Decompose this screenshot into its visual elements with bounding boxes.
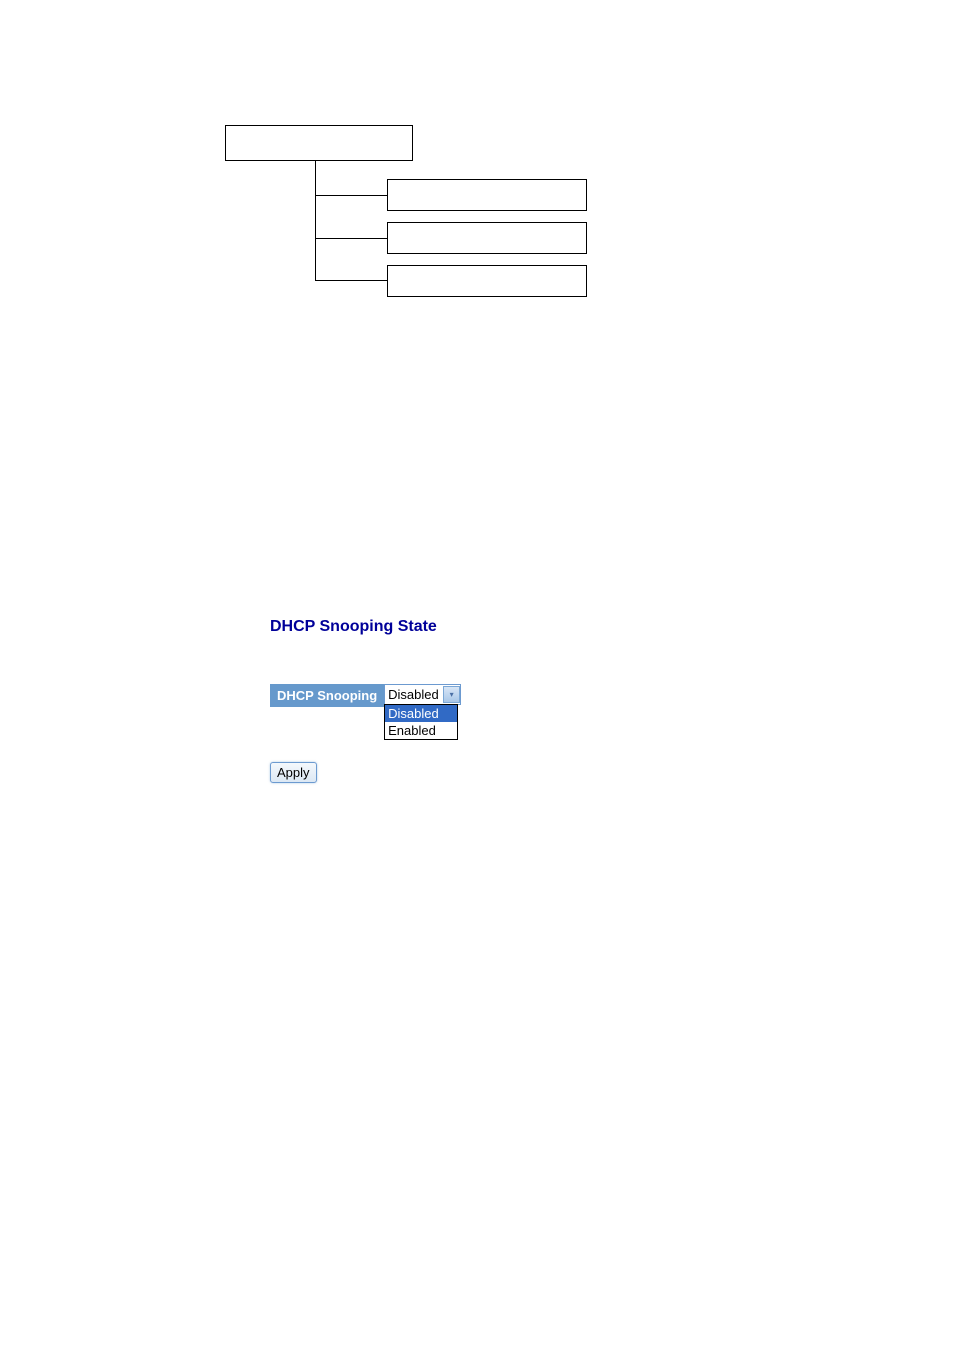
apply-button[interactable]: Apply — [270, 762, 317, 783]
chevron-down-icon: ▾ — [443, 686, 460, 703]
dropdown-option-disabled[interactable]: Disabled — [385, 705, 457, 722]
connector-h2 — [315, 238, 387, 239]
select-value: Disabled — [388, 687, 439, 702]
dhcp-snooping-dropdown: Disabled Enabled — [384, 704, 458, 740]
dhcp-snooping-select[interactable]: Disabled ▾ — [384, 684, 461, 705]
diagram-child-3 — [387, 265, 587, 297]
connector-vertical — [315, 160, 316, 280]
dhcp-snooping-label: DHCP Snooping — [270, 684, 384, 707]
connector-h1 — [315, 195, 387, 196]
dhcp-snooping-select-area: Disabled ▾ Disabled Enabled — [384, 684, 461, 740]
connector-h3 — [315, 280, 387, 281]
form-heading: DHCP Snooping State — [270, 618, 461, 636]
diagram-child-2 — [387, 222, 587, 254]
form-row: DHCP Snooping Disabled ▾ Disabled Enable… — [270, 684, 461, 740]
dhcp-snooping-form: DHCP Snooping State DHCP Snooping Disabl… — [270, 618, 461, 783]
diagram-root-node — [225, 125, 413, 161]
dropdown-option-enabled[interactable]: Enabled — [385, 722, 457, 739]
diagram-child-1 — [387, 179, 587, 211]
